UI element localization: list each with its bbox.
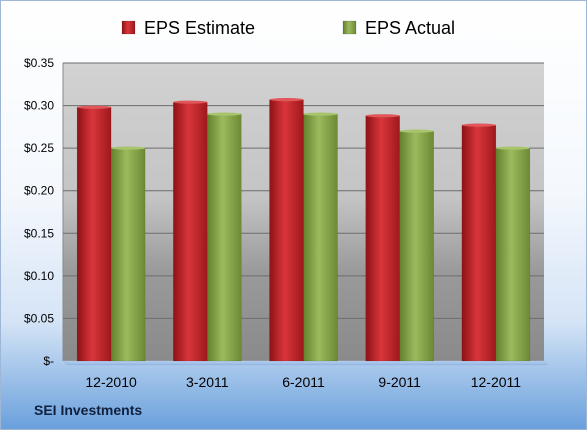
bar-top (461, 123, 496, 127)
bar-eps-actual (303, 113, 338, 362)
bar-eps-actual (399, 130, 434, 362)
y-tick-label: $0.35 (24, 56, 54, 70)
x-tick-label: 6-2011 (282, 374, 325, 390)
bar-eps-estimate (365, 115, 400, 362)
bar-top (303, 112, 338, 116)
x-tick-label: 12-2011 (471, 374, 522, 390)
plot-area: $- $0.05 $0.10 $0.15 $0.20 $0.25 $0.30 $0.35 12-… (24, 56, 549, 390)
bar-eps-actual (110, 147, 146, 362)
bar-top (365, 114, 400, 118)
y-tick-label: $0.20 (24, 184, 54, 198)
bar-top (269, 98, 304, 102)
y-tick-label: $0.25 (24, 141, 54, 155)
x-tick-label: 3-2011 (186, 374, 229, 390)
y-tick-label: $0.05 (24, 311, 54, 325)
y-tick-label: $0.15 (24, 226, 54, 240)
legend-swatch (342, 20, 357, 35)
bar-eps-actual (207, 113, 242, 362)
bar-eps-estimate (76, 107, 112, 362)
x-tick-label: 12-2010 (85, 374, 137, 390)
plot-floor (62, 360, 549, 366)
bar-top (399, 129, 434, 133)
bar-top (207, 112, 242, 116)
bar-top (495, 146, 530, 150)
legend-label: EPS Estimate (144, 18, 255, 38)
legend-label: EPS Actual (365, 18, 455, 38)
bar-eps-estimate (461, 124, 497, 362)
bar-eps-estimate (269, 99, 304, 362)
bar-eps-actual (495, 147, 531, 362)
y-tick-label: $0.30 (24, 99, 54, 113)
y-tick-label: $0.10 (24, 269, 54, 283)
bar-top (111, 146, 146, 150)
legend-swatch (121, 20, 136, 35)
company-label: SEI Investments (34, 402, 143, 418)
x-tick-label: 9-2011 (378, 374, 421, 390)
bar-eps-estimate (173, 101, 208, 362)
y-tick-label: $- (43, 354, 54, 368)
bar-top (173, 100, 208, 104)
legend: EPS Estimate EPS Actual (121, 18, 455, 38)
bar-top (77, 105, 112, 109)
